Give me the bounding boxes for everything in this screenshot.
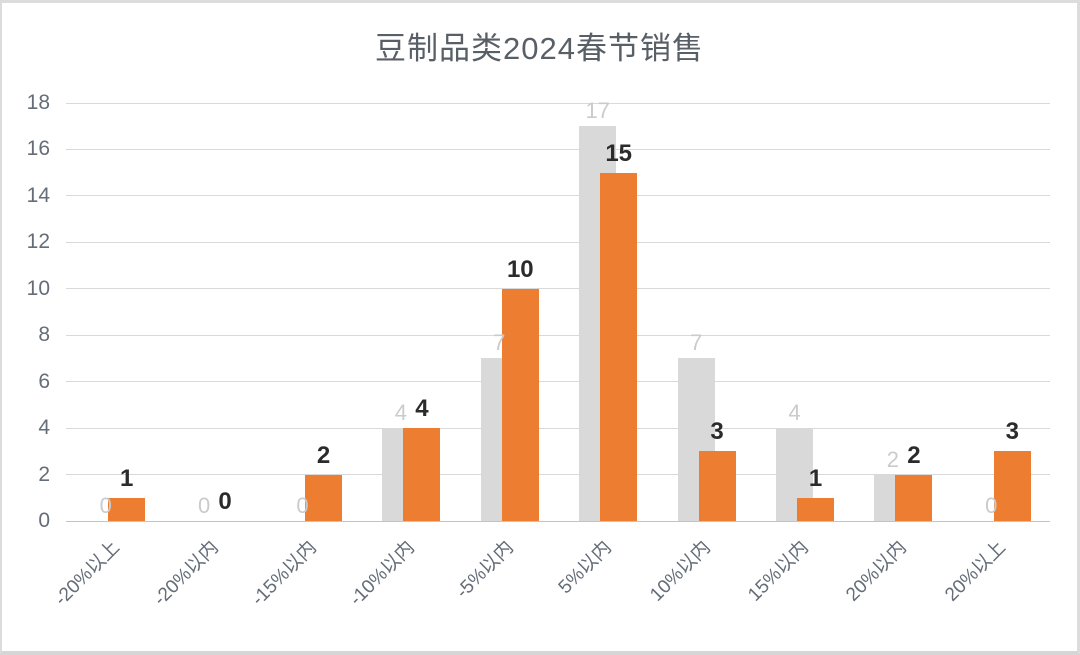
bar-series2-3: [403, 428, 441, 521]
value-label-series1-6: 7: [689, 330, 703, 356]
value-label-series2-0: 1: [120, 464, 134, 492]
bar-series2-0: [108, 497, 146, 521]
value-label-series1-3: 4: [394, 400, 408, 426]
value-label-series1-4: 7: [493, 330, 506, 356]
y-tick-label-18: 18: [26, 91, 50, 114]
value-label-series2-7: 1: [808, 464, 823, 492]
bar-series2-9: [993, 451, 1031, 521]
y-tick-label-16: 16: [26, 137, 50, 161]
y-tick-label-2: 2: [38, 462, 50, 486]
grid-line-0: [66, 520, 1050, 522]
value-label-series2-3: 4: [415, 395, 429, 423]
bar-series2-7: [797, 497, 834, 521]
grid-line-12: [66, 241, 1050, 243]
bar-series2-8: [895, 474, 933, 521]
y-tick-label-12: 12: [26, 230, 50, 254]
value-label-series2-6: 3: [710, 418, 724, 446]
bar-series2-2: [305, 474, 342, 521]
value-label-series2-5: 15: [605, 139, 633, 167]
y-tick-label-0: 0: [38, 509, 50, 532]
y-tick-label-14: 14: [26, 183, 50, 207]
grid-line-8: [66, 334, 1050, 336]
grid-line-18: [66, 102, 1050, 104]
y-tick-label-4: 4: [38, 416, 50, 440]
bar-series2-6: [698, 451, 736, 521]
grid-line-16: [66, 148, 1050, 150]
grid-line-2: [66, 474, 1050, 476]
grid-line-10: [66, 288, 1050, 290]
value-label-series1-5: 17: [585, 98, 610, 124]
chart-title: 豆制品类2024春节销售: [375, 31, 704, 66]
value-label-series2-9: 3: [1005, 418, 1019, 446]
value-label-series2-4: 10: [506, 255, 534, 283]
value-label-series1-7: 4: [788, 400, 801, 426]
value-label-series2-1: 0: [218, 488, 232, 515]
bar-series2-4: [501, 288, 539, 521]
y-tick-label-10: 10: [26, 276, 50, 300]
grid-line-4: [66, 427, 1050, 429]
y-tick-label-8: 8: [38, 323, 50, 347]
grid-line-6: [66, 381, 1050, 383]
value-label-series1-1: 0: [197, 493, 211, 518]
value-label-series1-2: 0: [296, 493, 309, 518]
chart-canvas: 0 2 4 6 8 10 12 14 16 18 -20%以上 0 1 -20%以内 0 0 -15%以内 0 2-…: [2, 3, 1077, 651]
value-label-series1-9: 0: [985, 493, 998, 518]
value-label-series1-0: 0: [99, 493, 112, 518]
value-label-series2-2: 2: [316, 441, 331, 469]
value-label-series2-8: 2: [907, 441, 921, 469]
value-label-series1-8: 2: [886, 446, 900, 472]
grid-line-14: [66, 195, 1050, 197]
bar-series2-5: [600, 172, 638, 521]
y-tick-label-6: 6: [38, 369, 50, 393]
